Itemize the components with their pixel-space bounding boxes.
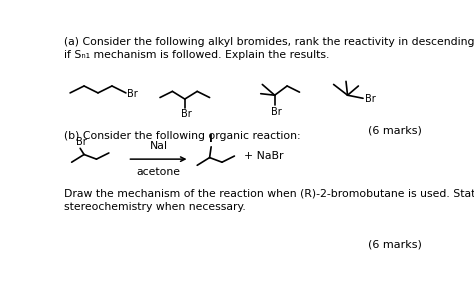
Text: Br: Br — [271, 107, 282, 117]
Text: NaI: NaI — [149, 142, 167, 151]
Text: acetone: acetone — [137, 167, 181, 177]
Text: (a) Consider the following alkyl bromides, rank the reactivity in descending ord: (a) Consider the following alkyl bromide… — [64, 37, 474, 60]
Text: Br: Br — [365, 94, 375, 104]
Text: Br: Br — [76, 137, 87, 147]
Text: (6 marks): (6 marks) — [368, 240, 422, 250]
Text: (6 marks): (6 marks) — [368, 125, 422, 135]
Text: (b) Consider the following organic reaction:: (b) Consider the following organic react… — [64, 131, 301, 142]
Text: + NaBr: + NaBr — [244, 151, 283, 161]
Text: Br: Br — [128, 89, 138, 99]
Text: Draw the mechanism of the reaction when (R)-2-bromobutane is used. State the
ste: Draw the mechanism of the reaction when … — [64, 188, 474, 212]
Text: Br: Br — [181, 109, 191, 119]
Text: I: I — [209, 134, 213, 144]
